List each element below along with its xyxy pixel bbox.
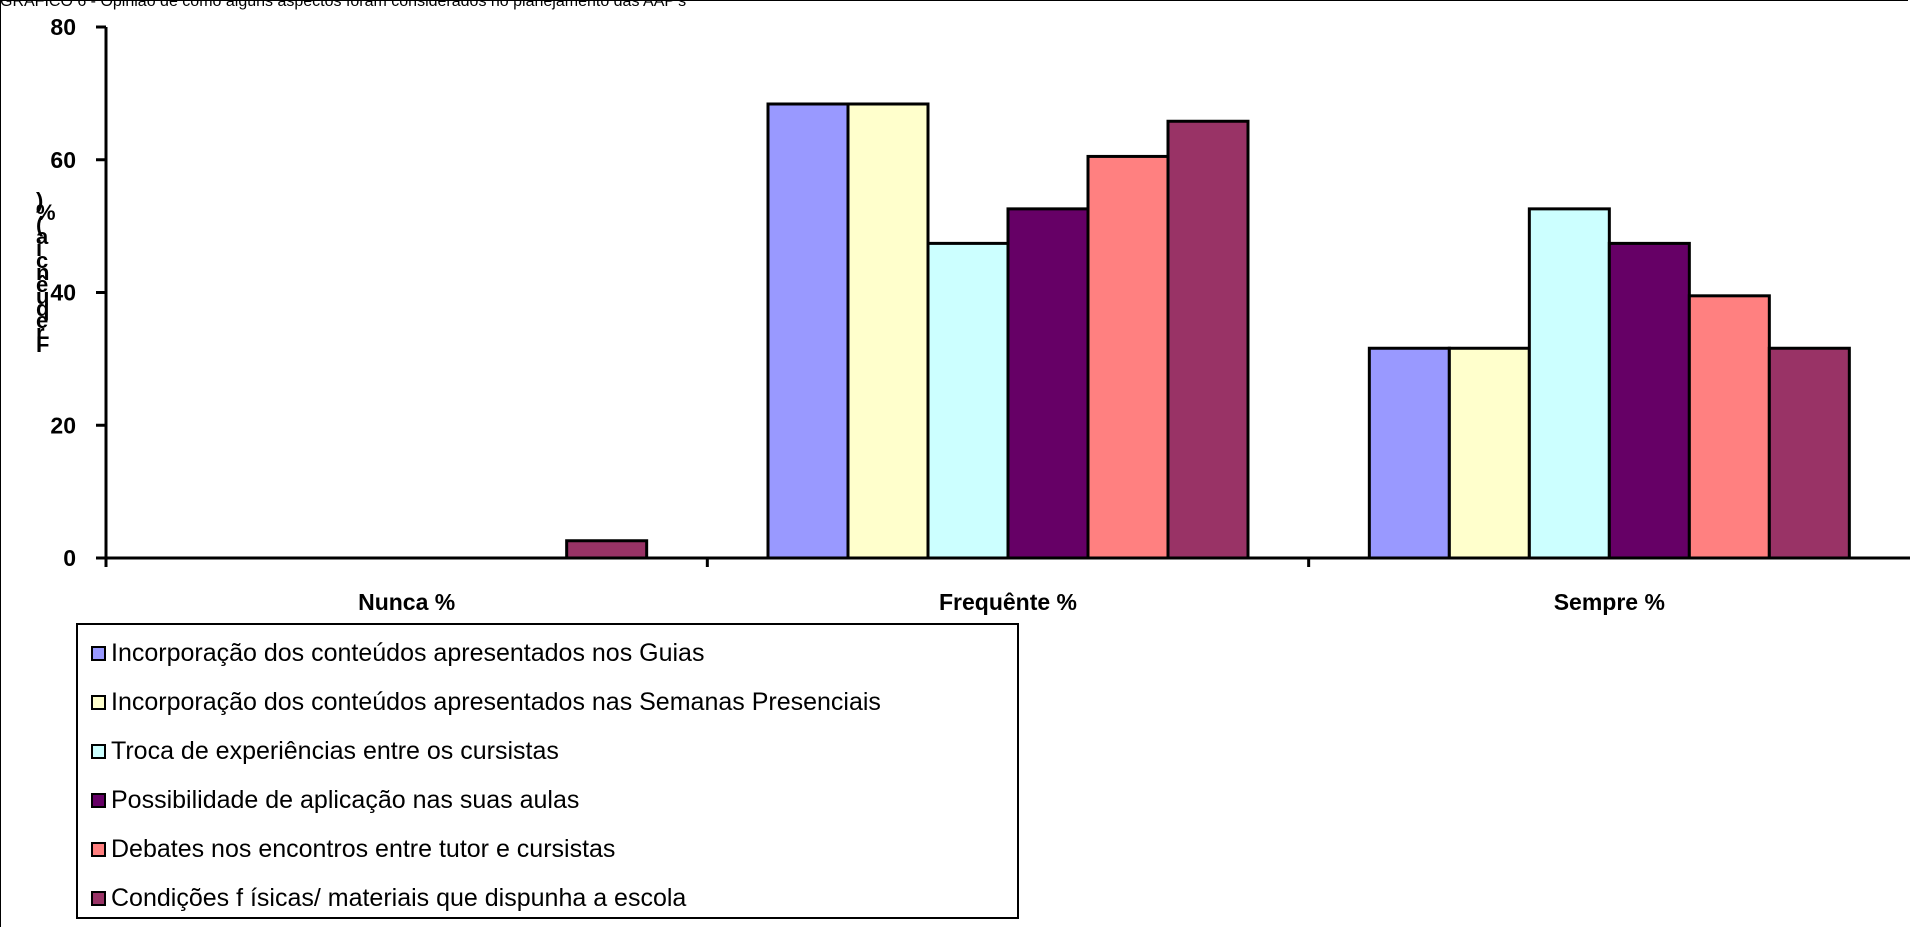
y-axis-label-char: n (36, 260, 50, 285)
legend: Incorporação dos conteúdos apresentados … (76, 623, 1019, 919)
legend-item: Troca de experiências entre os cursistas (91, 736, 559, 765)
bar (1447, 346, 1531, 560)
y-axis-label-char: e (36, 308, 49, 333)
legend-label: Possibilidade de aplicação nas suas aula… (111, 785, 580, 814)
y-axis-label-char: q (36, 296, 50, 321)
bar (1687, 294, 1771, 560)
legend-item: Debates nos encontros entre tutor e curs… (91, 834, 616, 863)
y-axis-label-char: ( (36, 212, 44, 237)
y-tick-label: 0 (63, 545, 76, 571)
y-axis-label-char: a (36, 224, 49, 249)
bar (1607, 241, 1691, 560)
legend-item: Condições f ísicas/ materiais que dispun… (91, 883, 687, 912)
y-tick-label: 20 (50, 412, 76, 438)
y-axis-label-char: % (36, 200, 56, 225)
legend-item: Incorporação dos conteúdos apresentados … (91, 638, 705, 667)
bar (1006, 207, 1090, 560)
legend-label: Troca de experiências entre os cursistas (111, 736, 559, 765)
legend-label: Condições f ísicas/ materiais que dispun… (111, 883, 687, 912)
x-category-label: Frequênte % (939, 589, 1077, 615)
legend-swatch (91, 645, 106, 661)
legend-swatch (91, 890, 106, 906)
bar (1367, 346, 1451, 560)
bar (1527, 207, 1611, 560)
y-axis-label-char: ) (36, 188, 44, 213)
bar (1086, 154, 1170, 560)
y-tick-label: 60 (50, 147, 76, 173)
bar (565, 539, 649, 560)
legend-swatch (91, 841, 106, 857)
bar (846, 102, 930, 560)
legend-swatch (91, 743, 106, 759)
bar (766, 102, 850, 560)
bar (1166, 119, 1250, 560)
bar (926, 241, 1010, 560)
legend-swatch (91, 694, 106, 710)
y-axis-label-char: u (36, 284, 50, 309)
bar (1767, 346, 1851, 560)
y-tick-label: 40 (50, 280, 76, 306)
y-tick-label: 80 (50, 14, 76, 40)
legend-item: Possibilidade de aplicação nas suas aula… (91, 785, 580, 814)
y-axis-label-char: r (36, 320, 45, 345)
x-category-label: Sempre % (1554, 589, 1665, 615)
y-axis-label-char: c (36, 248, 49, 273)
y-axis-label-char: ê (36, 272, 49, 297)
legend-label: Incorporação dos conteúdos apresentados … (111, 687, 881, 716)
legend-swatch (91, 792, 106, 808)
x-category-label: Nunca % (358, 589, 455, 615)
legend-label: Incorporação dos conteúdos apresentados … (111, 638, 705, 667)
y-axis-label-char: F (36, 332, 50, 357)
legend-label: Debates nos encontros entre tutor e curs… (111, 834, 616, 863)
chart-title: GRÁFICO 6 - Opinião de como alguns aspec… (0, 0, 687, 10)
legend-item: Incorporação dos conteúdos apresentados … (91, 687, 881, 716)
y-axis-label-char: i (36, 236, 43, 261)
